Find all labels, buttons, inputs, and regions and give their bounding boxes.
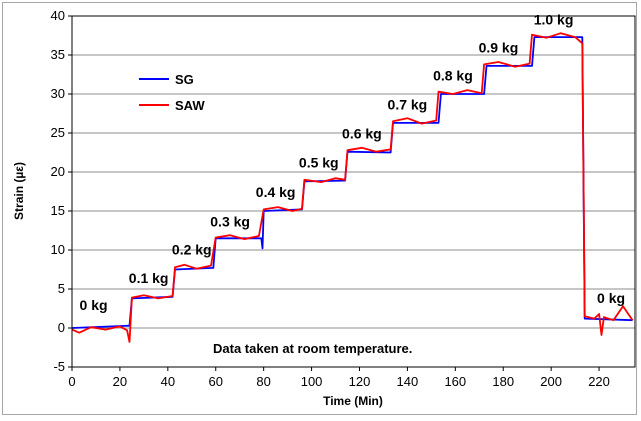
- step-label: 0 kg: [80, 297, 108, 313]
- x-tick-label: 20: [113, 374, 127, 389]
- step-label: 0.6 kg: [342, 125, 382, 141]
- step-label: 0.4 kg: [256, 184, 296, 200]
- y-tick-label: 15: [51, 203, 65, 218]
- x-tick-label: 160: [444, 374, 466, 389]
- y-tick-label: 30: [51, 86, 65, 101]
- y-tick-label: 10: [51, 242, 65, 257]
- legend-label-sg: SG: [175, 72, 194, 87]
- x-tick-label: 180: [492, 374, 514, 389]
- legend-label-saw: SAW: [175, 98, 205, 113]
- y-tick-label: 25: [51, 125, 65, 140]
- annotation-note: Data taken at room temperature.: [213, 341, 412, 356]
- x-tick-label: 0: [68, 374, 75, 389]
- chart-frame: -5 0 5 10 15 20 25 30 35 40 0 20 40 60 80 100 120 140 160 1…: [2, 2, 637, 415]
- x-tick-label: 200: [540, 374, 562, 389]
- step-label: 0.8 kg: [433, 68, 473, 84]
- y-tick-label: 5: [58, 281, 65, 296]
- plot-area-border: [71, 15, 636, 368]
- x-tick-label: 80: [256, 374, 270, 389]
- series-layer: [71, 32, 634, 343]
- step-labels: 0 kg 0.1 kg0.2 kg 0.3 kg 0.4 kg0.5 kg0.6 kg…: [80, 12, 625, 313]
- x-tick-label: 120: [349, 374, 371, 389]
- y-axis-title: Strain (µε): [12, 162, 26, 220]
- step-label: 0.5 kg: [299, 154, 339, 170]
- y-tick-label: 40: [51, 8, 65, 23]
- x-tick-label: 140: [397, 374, 419, 389]
- series-line-saw: [71, 32, 634, 343]
- step-label: 0 kg: [597, 290, 625, 306]
- y-tick-label: 0: [58, 320, 65, 335]
- y-tick-label: 20: [51, 164, 65, 179]
- x-tick-label: 220: [588, 374, 610, 389]
- step-label: 0.7 kg: [388, 97, 428, 113]
- x-axis-title: Time (Min): [323, 394, 383, 408]
- x-tick-label: 60: [209, 374, 223, 389]
- y-tick-label: -5: [53, 359, 65, 374]
- step-label: 1.0 kg: [534, 12, 574, 28]
- x-tick-label: 40: [161, 374, 175, 389]
- legend: SG SAW: [139, 72, 205, 113]
- step-label: 0.1 kg: [129, 270, 169, 286]
- step-label: 0.3 kg: [210, 214, 250, 230]
- x-tick-label: 100: [301, 374, 323, 389]
- gridlines: [72, 54, 635, 329]
- y-tick-label: 35: [51, 47, 65, 62]
- step-label: 0.9 kg: [479, 40, 519, 56]
- step-label: 0.2 kg: [172, 242, 212, 258]
